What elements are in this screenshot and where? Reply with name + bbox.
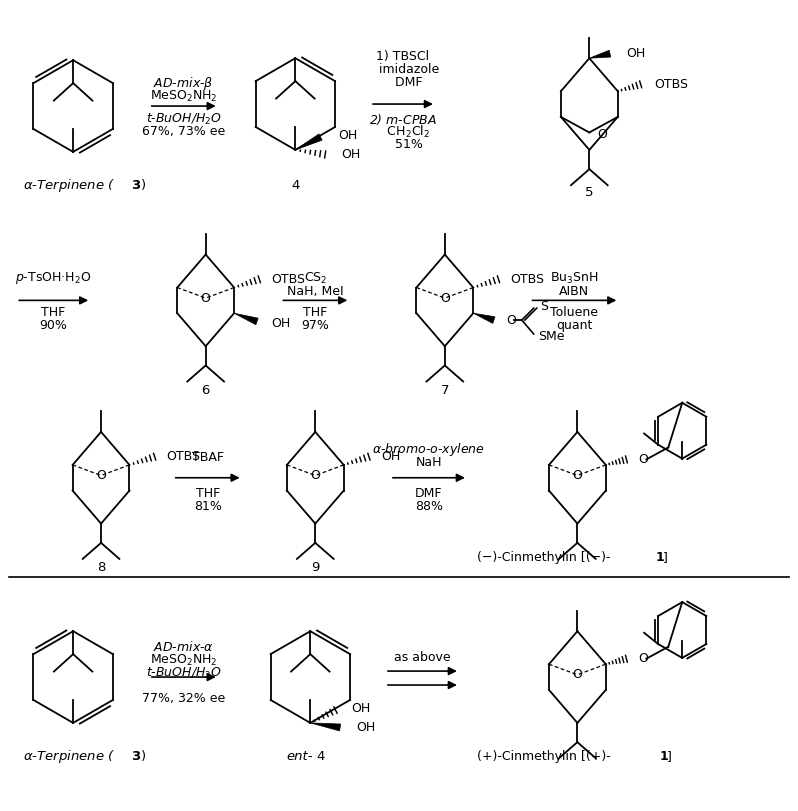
Text: 81%: 81% (194, 500, 222, 513)
Text: O: O (598, 128, 607, 141)
Text: 8: 8 (97, 561, 105, 574)
Text: OTBS: OTBS (511, 272, 544, 285)
Text: OH: OH (341, 148, 361, 161)
Text: OH: OH (381, 450, 400, 463)
Text: O: O (201, 292, 211, 305)
Text: 2) $m$-CPBA: 2) $m$-CPBA (369, 111, 437, 127)
Text: ]: ] (663, 551, 668, 564)
Text: 9: 9 (311, 561, 319, 574)
Text: ): ) (141, 750, 146, 763)
Text: as above: as above (393, 650, 450, 663)
Text: CH$_2$Cl$_2$: CH$_2$Cl$_2$ (376, 124, 430, 140)
Text: Toluene: Toluene (551, 306, 598, 319)
Text: DMF: DMF (415, 487, 443, 500)
Text: OTBS: OTBS (167, 450, 200, 463)
Text: Bu$_3$SnH: Bu$_3$SnH (550, 271, 598, 286)
Text: $\alpha$-Terpinene (: $\alpha$-Terpinene ( (23, 178, 116, 195)
Text: OH: OH (271, 317, 290, 330)
Text: THF: THF (196, 487, 219, 500)
Text: ): ) (141, 179, 146, 192)
Text: $t$-BuOH/H$_2$O: $t$-BuOH/H$_2$O (146, 111, 222, 127)
Text: 1: 1 (659, 750, 668, 763)
Polygon shape (473, 313, 495, 324)
Polygon shape (310, 723, 341, 731)
Text: imidazole: imidazole (367, 62, 439, 75)
Text: OTBS: OTBS (654, 78, 689, 91)
Text: O: O (572, 469, 583, 482)
Text: AD-mix-$\beta$: AD-mix-$\beta$ (153, 75, 214, 92)
Text: NaH: NaH (416, 457, 442, 470)
Text: 4: 4 (291, 179, 299, 192)
Text: 3: 3 (131, 179, 140, 192)
Text: SMe: SMe (538, 329, 564, 342)
Text: CS$_2$: CS$_2$ (303, 271, 327, 286)
Text: 97%: 97% (302, 319, 330, 332)
Text: O: O (638, 652, 648, 665)
Text: OH: OH (338, 129, 358, 142)
Text: DMF: DMF (383, 75, 423, 88)
Polygon shape (295, 134, 322, 150)
Text: O: O (638, 453, 648, 466)
Text: $\alpha$-Terpinene (: $\alpha$-Terpinene ( (23, 749, 116, 766)
Text: S: S (539, 299, 547, 312)
Text: MeSO$_2$NH$_2$: MeSO$_2$NH$_2$ (150, 653, 217, 667)
Text: 90%: 90% (39, 319, 67, 332)
Text: O: O (96, 469, 106, 482)
Text: MeSO$_2$NH$_2$: MeSO$_2$NH$_2$ (150, 88, 217, 104)
Text: 7: 7 (440, 384, 449, 397)
Text: 67%, 73% ee: 67%, 73% ee (142, 126, 225, 139)
Text: OH: OH (351, 702, 371, 714)
Text: 1: 1 (655, 551, 664, 564)
Text: O: O (506, 314, 516, 327)
Text: ]: ] (667, 750, 672, 763)
Text: O: O (310, 469, 320, 482)
Text: NaH, MeI: NaH, MeI (287, 285, 344, 298)
Text: 77%, 32% ee: 77%, 32% ee (142, 693, 225, 706)
Text: THF: THF (41, 306, 65, 319)
Text: OTBS: OTBS (271, 272, 306, 285)
Text: AD-mix-$\alpha$: AD-mix-$\alpha$ (153, 640, 214, 654)
Text: O: O (440, 292, 450, 305)
Text: $p$-TsOH·H$_2$O: $p$-TsOH·H$_2$O (15, 270, 92, 286)
Text: AIBN: AIBN (559, 285, 590, 298)
Polygon shape (590, 50, 610, 58)
Text: O: O (572, 668, 583, 681)
Text: quant: quant (556, 319, 593, 332)
Text: 88%: 88% (415, 500, 443, 513)
Polygon shape (234, 313, 259, 324)
Text: 5: 5 (585, 187, 594, 200)
Text: (+)-Cinmethylin [(+)-: (+)-Cinmethylin [(+)- (476, 750, 610, 763)
Text: THF: THF (303, 306, 327, 319)
Text: OH: OH (626, 47, 645, 60)
Text: $t$-BuOH/H$_2$O: $t$-BuOH/H$_2$O (146, 666, 222, 680)
Text: TBAF: TBAF (192, 451, 223, 465)
Text: ent-: ent- (286, 750, 313, 763)
Text: 3: 3 (131, 750, 140, 763)
Text: 1) TBSCl: 1) TBSCl (377, 49, 429, 62)
Text: (−)-Cinmethylin [(−)-: (−)-Cinmethylin [(−)- (476, 551, 610, 564)
Text: 51%: 51% (383, 139, 423, 152)
Text: $\alpha$-bromo-$o$-xylene: $\alpha$-bromo-$o$-xylene (373, 441, 485, 458)
Text: 4: 4 (316, 750, 325, 763)
Text: 6: 6 (201, 384, 210, 397)
Text: OH: OH (356, 721, 375, 734)
